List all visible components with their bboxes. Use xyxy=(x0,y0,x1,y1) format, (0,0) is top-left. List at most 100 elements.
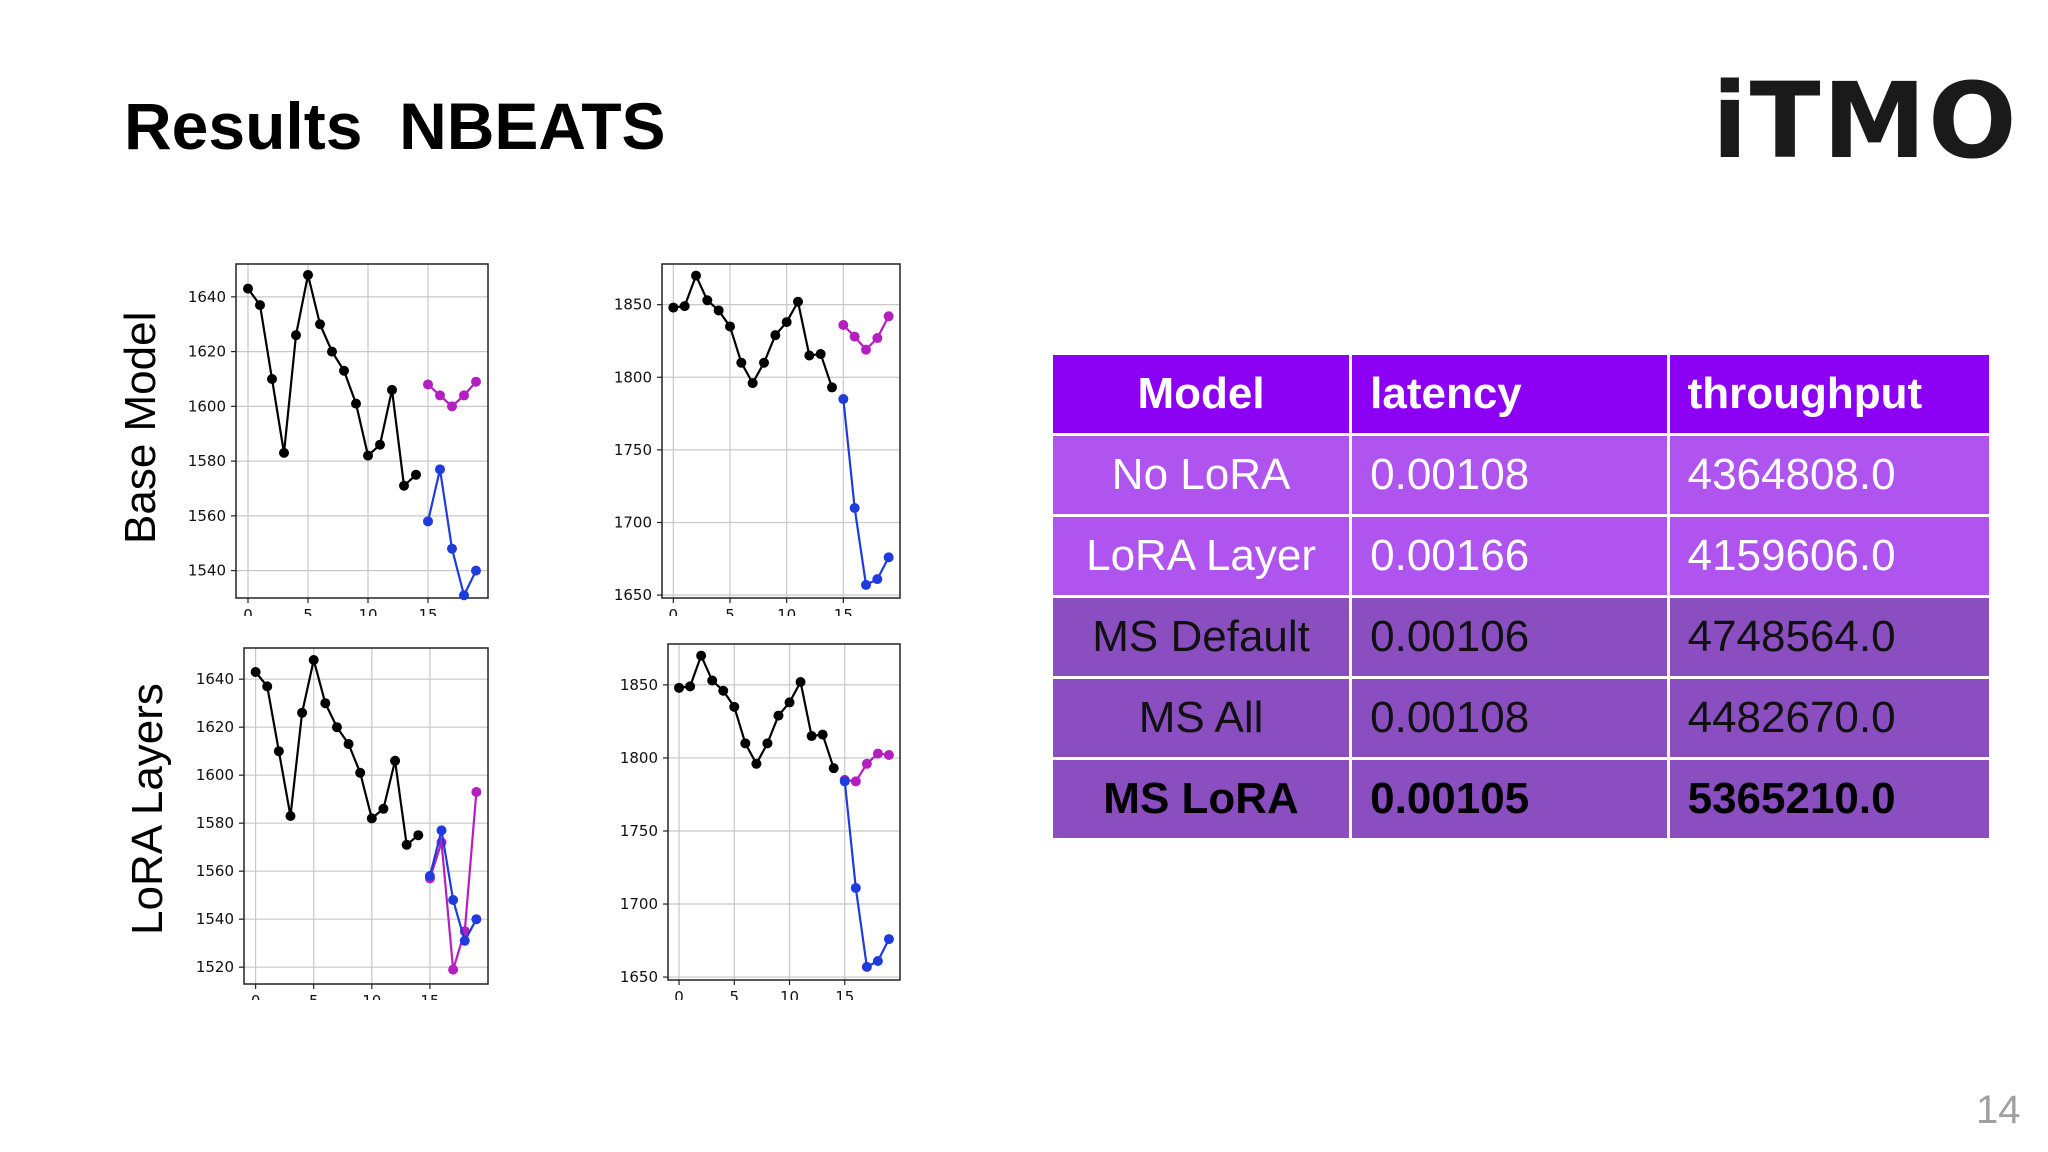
x-tick-label: 5 xyxy=(303,606,313,616)
cell-latency: 0.00108 xyxy=(1349,433,1670,517)
data-point xyxy=(861,579,871,590)
y-tick-label: 1750 xyxy=(620,822,658,840)
data-point xyxy=(355,767,366,778)
cell-model: No LoRA xyxy=(1049,433,1353,517)
data-point xyxy=(423,516,433,527)
y-tick-label: 1700 xyxy=(614,513,652,531)
x-tick-label: 10 xyxy=(358,606,377,616)
data-point xyxy=(883,750,894,761)
data-point xyxy=(447,401,457,412)
cell-throughput: 5365210.0 xyxy=(1666,757,1993,841)
data-point xyxy=(850,776,861,787)
y-tick-label: 1580 xyxy=(188,452,226,470)
data-point xyxy=(883,934,894,945)
y-tick-label: 1560 xyxy=(188,507,226,525)
table-row: MS Default 0.00106 4748564.0 xyxy=(1049,595,1993,679)
data-point xyxy=(872,574,883,585)
data-point xyxy=(267,373,277,384)
cell-latency: 0.00108 xyxy=(1349,676,1670,760)
data-point xyxy=(436,825,447,836)
cell-throughput: 4748564.0 xyxy=(1666,595,1993,679)
data-point xyxy=(297,707,308,718)
plot-frame xyxy=(235,263,489,599)
cell-latency: 0.00166 xyxy=(1349,514,1670,598)
data-point xyxy=(707,675,718,686)
data-point xyxy=(725,321,735,332)
x-tick-label: 10 xyxy=(777,606,796,616)
data-point xyxy=(273,746,284,757)
y-tick-label: 1650 xyxy=(620,968,658,986)
x-tick-label: 10 xyxy=(780,988,799,1000)
data-point xyxy=(740,738,751,749)
data-point xyxy=(459,590,469,601)
y-tick-label: 1580 xyxy=(196,814,234,832)
data-point xyxy=(435,464,445,475)
data-point xyxy=(315,319,325,330)
table-row: MS All 0.00108 4482670.0 xyxy=(1049,676,1993,760)
y-tick-label: 1620 xyxy=(188,343,226,361)
data-point xyxy=(883,311,894,322)
y-tick-label: 1640 xyxy=(196,670,234,688)
x-tick-label: 0 xyxy=(251,992,261,1000)
page-number: 14 xyxy=(1976,1088,2021,1132)
data-point xyxy=(303,269,313,280)
data-point xyxy=(849,331,860,342)
y-tick-label: 1620 xyxy=(196,718,234,736)
x-tick-label: 5 xyxy=(725,606,735,616)
data-point xyxy=(872,333,883,344)
data-point xyxy=(424,871,435,881)
data-point xyxy=(773,710,784,721)
y-tick-label: 1800 xyxy=(614,368,652,386)
data-point xyxy=(861,758,872,769)
table-header-row: Model latency throughput xyxy=(1049,352,1993,436)
cell-latency: 0.00105 xyxy=(1349,757,1670,841)
data-point xyxy=(679,301,690,312)
data-point xyxy=(399,480,409,491)
data-point xyxy=(759,357,769,368)
y-tick-label: 1700 xyxy=(620,895,658,913)
x-tick-label: 15 xyxy=(420,992,439,1000)
data-point xyxy=(861,344,871,355)
plot-frame xyxy=(661,263,901,599)
data-point xyxy=(471,376,481,387)
cell-model: LoRA Layer xyxy=(1049,514,1353,598)
itmo-logo: iTMO xyxy=(1712,60,2019,182)
data-point xyxy=(804,350,815,361)
data-point xyxy=(696,650,707,661)
series-line xyxy=(842,398,890,587)
row-label-lora-layers: LoRA Layers xyxy=(123,683,172,935)
data-point xyxy=(279,447,289,458)
cell-throughput: 4159606.0 xyxy=(1666,514,1993,598)
x-tick-label: 0 xyxy=(243,606,253,616)
data-point xyxy=(883,552,894,563)
series-line xyxy=(842,315,890,352)
data-point xyxy=(363,450,373,461)
x-tick-label: 0 xyxy=(669,606,679,616)
data-point xyxy=(343,739,354,749)
plot-frame xyxy=(667,643,901,981)
data-point xyxy=(471,565,481,576)
data-point xyxy=(815,349,826,360)
data-point xyxy=(781,317,792,328)
y-tick-label: 1560 xyxy=(196,862,234,880)
header-latency: latency xyxy=(1349,352,1670,436)
y-tick-label: 1650 xyxy=(614,586,652,604)
slide-title: Results NBEATS xyxy=(124,89,666,163)
data-point xyxy=(762,738,773,749)
y-tick-label: 1750 xyxy=(614,441,652,459)
data-point xyxy=(390,755,401,766)
data-point xyxy=(817,729,828,740)
data-point xyxy=(668,302,679,313)
data-point xyxy=(411,469,421,480)
data-point xyxy=(827,382,837,393)
data-point xyxy=(872,956,883,967)
cell-throughput: 4482670.0 xyxy=(1666,676,1993,760)
data-point xyxy=(793,296,803,307)
x-tick-label: 5 xyxy=(309,992,319,1000)
data-point xyxy=(471,914,482,925)
table-row: MS LoRA 0.00105 5365210.0 xyxy=(1049,757,1993,841)
data-point xyxy=(751,758,762,769)
data-point xyxy=(718,685,729,696)
data-point xyxy=(255,300,265,311)
header-model: Model xyxy=(1049,352,1353,436)
